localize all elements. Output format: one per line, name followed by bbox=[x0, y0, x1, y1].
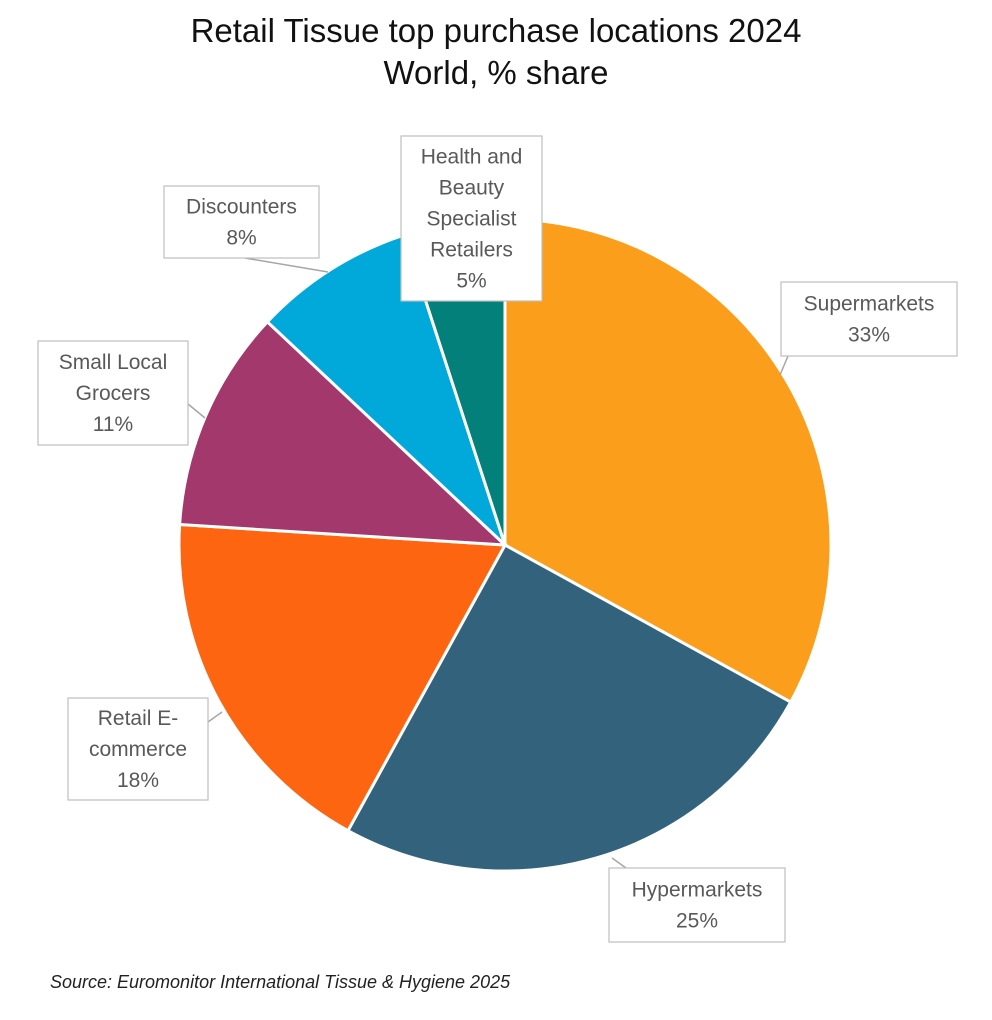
label-category: Health and bbox=[421, 146, 523, 169]
leader-line bbox=[779, 355, 789, 376]
label-value: 8% bbox=[226, 227, 256, 250]
label-category: Small Local bbox=[59, 351, 168, 374]
pie-slice-hypermarkets bbox=[345, 542, 793, 873]
leader-line bbox=[187, 403, 206, 419]
data-label-hypermarkets: Hypermarkets 25% bbox=[608, 857, 786, 943]
label-category: Grocers bbox=[76, 382, 151, 405]
leader-line bbox=[207, 711, 223, 723]
chart-subtitle: World, % share bbox=[383, 54, 609, 91]
data-label-supermarkets: Supermarkets 33% bbox=[779, 281, 958, 376]
pie-slice-small-local-grocers bbox=[178, 319, 510, 547]
label-category: Beauty bbox=[439, 177, 505, 200]
label-category: Hypermarkets bbox=[632, 879, 763, 902]
chart-title: Retail Tissue top purchase locations 202… bbox=[190, 12, 802, 49]
label-value: 18% bbox=[117, 769, 159, 792]
data-labels: Supermarkets 33% Hypermarkets 25% Retail E-c… bbox=[37, 135, 958, 943]
label-value: 5% bbox=[456, 270, 486, 293]
pie-slices bbox=[177, 217, 833, 873]
pie-slice-retail-e-commerce bbox=[177, 522, 508, 833]
label-value: 11% bbox=[93, 413, 133, 436]
pie-slice-discounters bbox=[265, 233, 507, 547]
data-label-small-local-grocers: Small Local Grocers 11% bbox=[37, 340, 206, 446]
label-category: Retail E- bbox=[98, 707, 179, 730]
label-value: 33% bbox=[848, 324, 890, 347]
label-box bbox=[780, 281, 958, 357]
label-box bbox=[608, 867, 786, 943]
label-box bbox=[163, 185, 320, 259]
label-category: Discounters bbox=[186, 196, 297, 219]
data-label-retail-e-commerce: Retail E-commerce 18% bbox=[67, 697, 223, 801]
label-category: Specialist bbox=[427, 208, 517, 231]
label-value: 25% bbox=[676, 910, 718, 933]
label-category: Retailers bbox=[430, 239, 513, 262]
label-box bbox=[400, 135, 543, 302]
data-label-health-and-beauty-specialist-retailers: Health and Beauty Specialist Retailers 5% bbox=[400, 135, 543, 302]
leader-line bbox=[611, 857, 627, 869]
pie-slice-supermarkets bbox=[503, 217, 833, 705]
data-label-discounters: Discounters 8% bbox=[163, 185, 329, 273]
label-category: Supermarkets bbox=[804, 293, 935, 316]
label-box bbox=[37, 340, 189, 446]
label-box bbox=[67, 697, 209, 801]
label-category: commerce bbox=[89, 738, 187, 761]
source-note: Source: Euromonitor International Tissue… bbox=[50, 972, 511, 992]
chart-title-block: Retail Tissue top purchase locations 202… bbox=[0, 10, 992, 94]
leader-line bbox=[244, 257, 329, 273]
